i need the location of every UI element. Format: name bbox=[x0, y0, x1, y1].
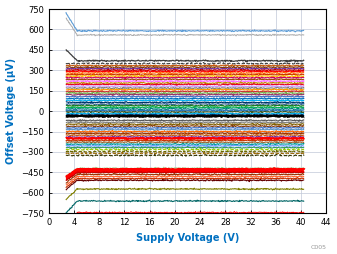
Y-axis label: Offset Voltage (µV): Offset Voltage (µV) bbox=[5, 58, 16, 164]
Text: C005: C005 bbox=[310, 245, 326, 250]
X-axis label: Supply Voltage (V): Supply Voltage (V) bbox=[136, 233, 239, 243]
